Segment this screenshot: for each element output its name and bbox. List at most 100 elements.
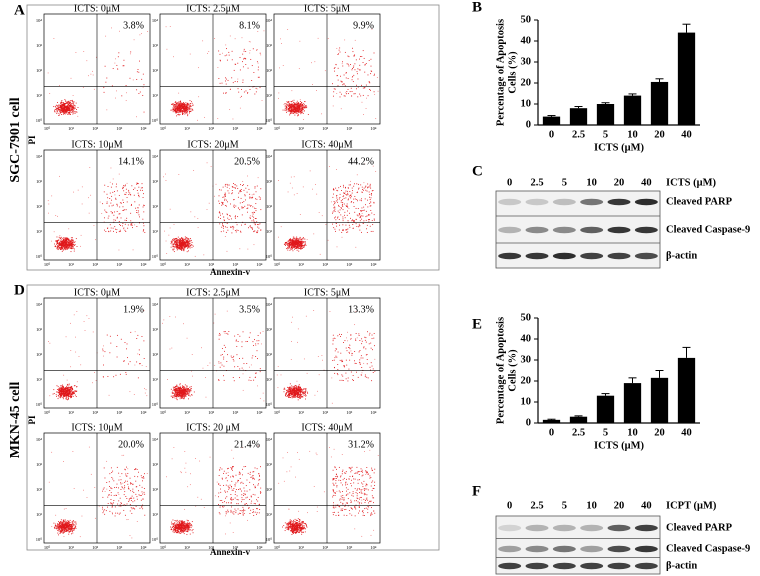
event-dot [140,187,142,189]
event-dot [332,83,334,85]
event-dot [72,106,74,108]
event-dot [179,242,181,244]
event-dot [186,241,188,243]
event-dot [365,216,367,218]
event-dot [354,63,356,65]
event-dot [69,239,71,241]
event-dot [174,386,176,387]
axis-tick-label: 10³ [266,43,273,48]
event-dot [219,189,220,191]
axis-tick-label: 10⁰ [152,254,159,259]
event-dot [75,102,77,104]
event-dot [61,250,63,252]
event-dot [219,53,221,55]
event-dot [226,201,228,203]
event-dot [71,110,73,112]
event-dot [260,54,262,56]
event-dot [190,390,192,392]
event-dot [70,108,72,110]
event-dot [73,110,75,112]
event-dot [64,239,66,241]
event-dot [295,238,297,240]
event-dot [180,389,182,391]
event-dot [189,110,191,112]
event-dot [347,63,349,65]
event-dot [297,111,299,112]
event-dot [224,199,226,201]
event-dot [359,69,361,71]
event-dot [66,105,68,106]
event-dot [180,397,182,398]
event-dot [188,242,190,244]
event-dot [305,105,307,107]
event-dot [303,110,305,112]
event-dot [66,111,68,113]
event-dot [72,113,74,115]
event-dot [177,393,179,394]
event-dot [68,247,70,249]
event-dot [70,393,72,395]
event-dot [309,170,311,172]
event-dot [185,390,187,392]
event-dot [293,246,295,248]
event-dot [302,388,304,390]
event-dot [295,103,297,105]
event-dot [182,111,183,113]
event-dot [61,391,63,393]
event-dot [58,245,60,247]
event-dot [183,393,185,394]
event-dot [110,186,112,188]
event-dot [56,236,58,238]
event-dot [363,57,365,59]
event-dot [189,240,191,242]
event-dot [356,183,358,185]
event-dot [188,112,190,114]
event-dot [57,242,59,244]
event-dot [182,386,184,388]
event-dot [177,111,179,113]
event-dot [295,242,297,244]
event-dot [293,245,294,247]
event-dot [68,384,70,386]
event-dot [69,107,71,109]
event-dot [175,387,177,389]
event-dot [120,202,122,204]
event-dot [61,237,63,239]
event-dot [241,214,243,216]
event-dot [68,241,70,243]
event-dot [347,194,349,195]
event-dot [181,110,183,112]
event-dot [132,79,134,81]
event-dot [58,389,60,391]
event-dot [120,338,122,340]
event-dot [173,105,175,106]
event-dot [58,388,60,390]
event-dot [289,113,291,115]
event-dot [255,210,257,212]
y-axis-label: PI [27,415,37,424]
event-dot [251,194,253,196]
event-dot [243,57,245,59]
event-dot [242,369,244,371]
event-dot [58,244,60,246]
event-dot [231,190,233,191]
event-dot [334,210,336,212]
event-dot [71,389,73,391]
event-dot [175,110,177,112]
event-dot [313,233,315,235]
event-dot [81,186,83,188]
event-dot [182,390,184,392]
event-dot [343,203,345,205]
event-dot [142,206,144,208]
event-dot [233,205,235,207]
axis-tick-label: 10⁰ [274,262,281,267]
event-dot [138,349,140,351]
event-dot [107,197,109,199]
event-dot [291,242,293,244]
event-dot [177,111,178,113]
event-dot [226,213,228,215]
event-dot [183,246,185,248]
event-dot [118,52,120,54]
event-dot [260,343,262,345]
event-dot [181,238,183,239]
